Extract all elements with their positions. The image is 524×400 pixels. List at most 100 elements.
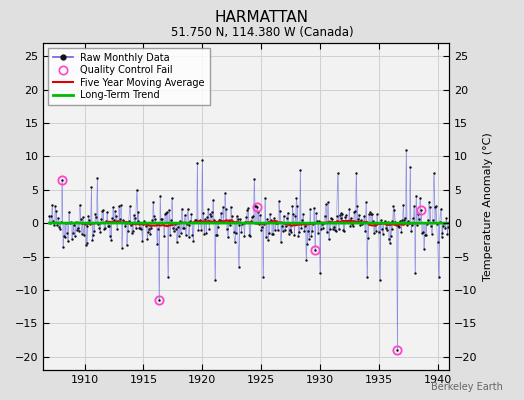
Point	[297, 225, 305, 231]
Point	[187, 211, 195, 217]
Point	[230, 229, 238, 236]
Point	[428, 230, 436, 237]
Point	[398, 216, 407, 223]
Point	[170, 228, 178, 234]
Text: HARMATTAN: HARMATTAN	[215, 10, 309, 25]
Point	[295, 228, 303, 235]
Point	[408, 222, 416, 228]
Point	[166, 232, 174, 238]
Point	[367, 210, 375, 217]
Point	[259, 274, 267, 280]
Point	[193, 160, 202, 166]
Point	[355, 212, 363, 218]
Point	[160, 233, 168, 239]
Point	[139, 221, 148, 228]
Point	[431, 203, 440, 209]
Point	[286, 226, 294, 233]
Point	[130, 214, 139, 221]
Point	[213, 232, 221, 238]
Point	[274, 227, 282, 234]
Point	[377, 217, 385, 223]
Point	[360, 213, 368, 220]
Point	[117, 202, 125, 208]
Point	[119, 218, 128, 225]
Point	[50, 222, 58, 228]
Point	[64, 238, 72, 244]
Point	[407, 228, 416, 235]
Point	[311, 247, 319, 253]
Point	[358, 221, 366, 227]
Point	[217, 218, 226, 224]
Point	[136, 225, 145, 231]
Point	[410, 203, 418, 209]
Point	[204, 206, 212, 212]
Point	[351, 208, 359, 214]
Point	[365, 211, 373, 218]
Point	[377, 226, 386, 232]
Point	[128, 228, 137, 234]
Point	[328, 216, 336, 222]
Point	[179, 225, 187, 232]
Point	[235, 221, 244, 228]
Point	[343, 218, 352, 225]
Point	[292, 195, 301, 201]
Point	[415, 216, 423, 222]
Point	[321, 213, 329, 219]
Point	[92, 214, 101, 220]
Point	[244, 205, 253, 212]
Point	[296, 167, 304, 173]
Point	[389, 203, 398, 210]
Point	[344, 218, 353, 225]
Point	[383, 226, 391, 233]
Point	[268, 231, 276, 238]
Point	[184, 234, 193, 240]
Point	[178, 205, 186, 212]
Point	[211, 277, 219, 283]
Point	[71, 233, 79, 240]
Point	[198, 157, 206, 163]
Point	[253, 203, 261, 210]
Point	[424, 198, 433, 205]
Point	[104, 222, 112, 229]
Point	[176, 218, 184, 224]
Point	[140, 218, 149, 224]
Point	[79, 232, 88, 238]
Point	[339, 210, 347, 217]
Point	[418, 230, 426, 236]
Point	[154, 226, 162, 232]
Point	[80, 221, 89, 227]
Point	[106, 233, 114, 239]
Point	[423, 216, 432, 223]
Point	[77, 216, 85, 222]
Point	[75, 202, 84, 208]
Point	[375, 229, 383, 236]
Point	[125, 218, 133, 224]
Point	[289, 211, 298, 218]
Point	[99, 207, 107, 213]
Point	[190, 219, 199, 225]
Point	[411, 270, 419, 276]
Point	[319, 224, 327, 231]
Point	[225, 222, 234, 228]
Point	[220, 219, 228, 225]
Point	[56, 226, 64, 232]
Point	[385, 240, 394, 246]
Point	[137, 226, 146, 232]
Point	[298, 216, 307, 223]
Point	[199, 210, 208, 216]
Point	[369, 229, 378, 236]
Point	[98, 208, 106, 214]
Point	[234, 264, 243, 270]
Point	[121, 223, 129, 229]
Point	[393, 347, 401, 353]
Point	[202, 230, 210, 236]
Point	[348, 221, 356, 227]
Point	[318, 221, 326, 227]
Point	[53, 222, 61, 228]
Point	[146, 230, 155, 237]
Point	[191, 216, 200, 223]
Point	[208, 209, 216, 216]
Point	[373, 211, 381, 218]
Point	[395, 224, 403, 230]
Point	[111, 208, 119, 214]
